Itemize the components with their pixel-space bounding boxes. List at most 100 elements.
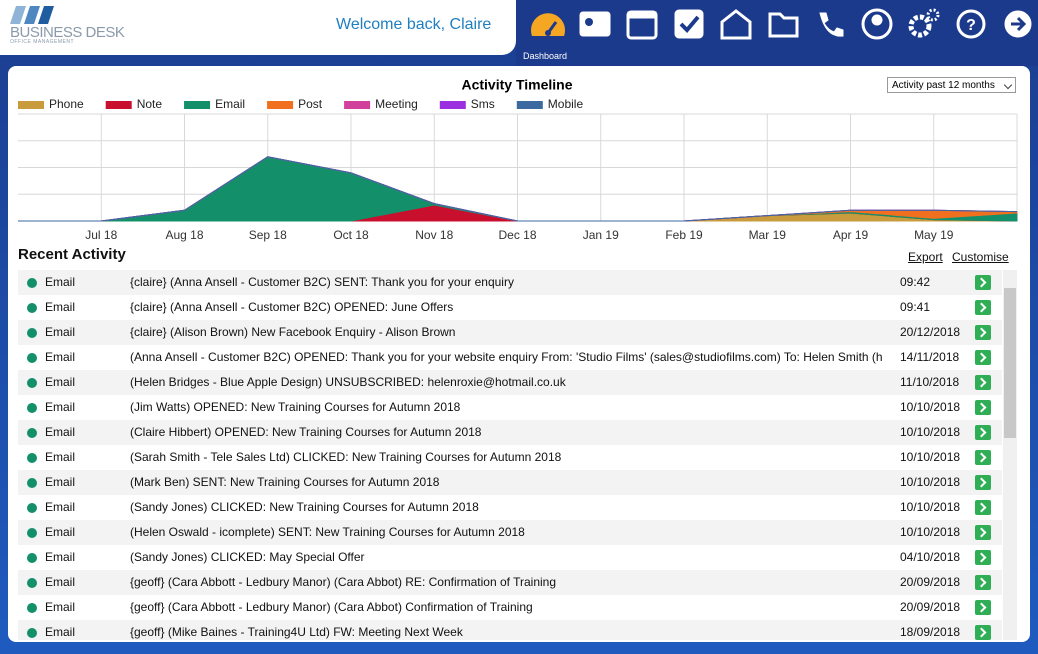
legend-swatch — [184, 101, 211, 109]
period-select[interactable]: Activity past 12 months — [887, 77, 1016, 93]
activity-type: Email — [45, 550, 76, 564]
x-tick-label: Mar 19 — [749, 228, 787, 242]
activity-type: Email — [45, 450, 76, 464]
status-dot — [27, 353, 37, 363]
phone-icon[interactable] — [819, 12, 844, 37]
activity-type: Email — [45, 275, 76, 289]
settings-icon[interactable] — [908, 8, 940, 38]
activity-date: 14/11/2018 — [900, 350, 960, 364]
legend-swatch — [344, 101, 371, 109]
files-icon[interactable] — [768, 12, 799, 38]
x-tick-label: Aug 18 — [165, 228, 203, 242]
activity-type: Email — [45, 400, 76, 414]
open-button[interactable] — [975, 600, 991, 615]
status-dot — [27, 378, 37, 388]
activity-row[interactable]: Email {claire} (Alison Brown) New Faceboo… — [18, 320, 1002, 345]
status-dot — [27, 278, 37, 288]
activity-row[interactable]: Email (Jim Watts) OPENED: New Training Co… — [18, 395, 1002, 420]
activity-type: Email — [45, 625, 76, 639]
activity-type: Email — [45, 350, 76, 364]
nav-label[interactable]: Dashboard — [523, 51, 568, 61]
customise-link[interactable]: Customise — [952, 250, 1009, 264]
x-tick-label: Sep 18 — [249, 228, 287, 242]
profile-icon[interactable] — [861, 8, 893, 40]
status-dot — [27, 453, 37, 463]
activity-date: 20/12/2018 — [900, 325, 961, 339]
x-tick-label: Nov 18 — [415, 228, 453, 242]
activity-row[interactable]: Email (Claire Hibbert) OPENED: New Traini… — [18, 420, 1002, 445]
logout-icon[interactable] — [1004, 10, 1032, 38]
open-button[interactable] — [975, 525, 991, 540]
activity-type: Email — [45, 600, 76, 614]
chart: Activity Timeline Phone Note Email Post Meet… — [18, 77, 1018, 242]
open-button[interactable] — [975, 425, 991, 440]
legend-label: Note — [137, 97, 163, 111]
open-button[interactable] — [975, 475, 991, 490]
x-tick-label: Jan 19 — [583, 228, 619, 242]
open-button[interactable] — [975, 275, 991, 290]
activity-description: {claire} (Anna Ansell - Customer B2C) OP… — [130, 300, 454, 314]
help-icon[interactable]: ? — [956, 9, 986, 39]
activity-date: 10/10/2018 — [900, 500, 961, 514]
nav-bar: ? — [516, 0, 1038, 66]
activity-date: 11/10/2018 — [900, 375, 960, 389]
logo-mark — [10, 6, 54, 24]
x-tick-label: May 19 — [914, 228, 954, 242]
open-button[interactable] — [975, 400, 991, 415]
activity-row[interactable]: Email (Anna Ansell - Customer B2C) OPENED… — [18, 345, 1002, 370]
status-dot — [27, 503, 37, 513]
activity-type: Email — [45, 475, 76, 489]
open-button[interactable] — [975, 575, 991, 590]
activity-row[interactable]: Email {geoff} (Cara Abbott - Ledbury Mano… — [18, 570, 1002, 595]
activity-description: (Jim Watts) OPENED: New Training Courses… — [130, 400, 461, 414]
activity-row[interactable]: Email {geoff} (Mike Baines - Training4U L… — [18, 620, 1002, 640]
activity-row[interactable]: Email (Sandy Jones) CLICKED: New Training… — [18, 495, 1002, 520]
contacts-icon[interactable] — [579, 11, 611, 37]
activity-description: (Claire Hibbert) OPENED: New Training Co… — [130, 425, 482, 439]
activity-row[interactable]: Email {claire} (Anna Ansell - Customer B2… — [18, 295, 1002, 320]
activity-row[interactable]: Email {geoff} (Cara Abbott - Ledbury Mano… — [18, 595, 1002, 620]
activity-row[interactable]: Email {claire} (Anna Ansell - Customer B2… — [18, 270, 1002, 295]
activity-type: Email — [45, 325, 76, 339]
open-button[interactable] — [975, 350, 991, 365]
activity-description: {geoff} (Cara Abbott - Ledbury Manor) (C… — [130, 575, 556, 589]
calendar-icon[interactable] — [626, 10, 658, 40]
activity-description: (Sandy Jones) CLICKED: May Special Offer — [130, 550, 365, 564]
open-button[interactable] — [975, 500, 991, 515]
panel — [8, 66, 1030, 642]
logo-title: BUSINESS DESK — [10, 24, 125, 41]
open-button[interactable] — [975, 300, 991, 315]
open-button[interactable] — [975, 450, 991, 465]
legend-label: Sms — [471, 97, 495, 111]
activity-row[interactable]: Email (Sarah Smith - Tele Sales Ltd) CLIC… — [18, 445, 1002, 470]
legend-label: Meeting — [375, 97, 418, 111]
activity-type: Email — [45, 300, 76, 314]
export-link[interactable]: Export — [908, 250, 943, 264]
open-button[interactable] — [975, 375, 991, 390]
x-tick-label: Feb 19 — [665, 228, 703, 242]
activity-row[interactable]: Email (Sandy Jones) CLICKED: May Special … — [18, 545, 1002, 570]
open-button[interactable] — [975, 325, 991, 340]
legend-label: Post — [298, 97, 323, 111]
section-title: Recent Activity — [18, 246, 126, 263]
tasks-icon[interactable] — [674, 9, 704, 39]
legend-swatch — [516, 101, 543, 109]
activity-date: 20/09/2018 — [900, 600, 961, 614]
welcome: Welcome back, Claire — [336, 16, 492, 33]
activity-description: {claire} (Alison Brown) New Facebook Enq… — [130, 325, 456, 339]
scroll-thumb[interactable] — [1004, 288, 1016, 438]
activity-row[interactable]: Email (Mark Ben) SENT: New Training Cours… — [18, 470, 1002, 495]
open-button[interactable] — [975, 550, 991, 565]
email-icon[interactable] — [720, 9, 752, 40]
status-dot — [27, 303, 37, 313]
activity-type: Email — [45, 500, 76, 514]
activity-date: 10/10/2018 — [900, 400, 961, 414]
activity-description: (Mark Ben) SENT: New Training Courses fo… — [130, 475, 440, 489]
open-button[interactable] — [975, 625, 991, 640]
legend-swatch — [267, 101, 294, 109]
activity-description: (Helen Oswald - icomplete) SENT: New Tra… — [130, 525, 525, 539]
activity-row[interactable]: Email (Helen Bridges - Blue Apple Design)… — [18, 370, 1002, 395]
activity-description: {geoff} (Cara Abbott - Ledbury Manor) (C… — [130, 600, 533, 614]
dashboard-icon[interactable] — [531, 13, 565, 36]
activity-row[interactable]: Email (Helen Oswald - icomplete) SENT: Ne… — [18, 520, 1002, 545]
